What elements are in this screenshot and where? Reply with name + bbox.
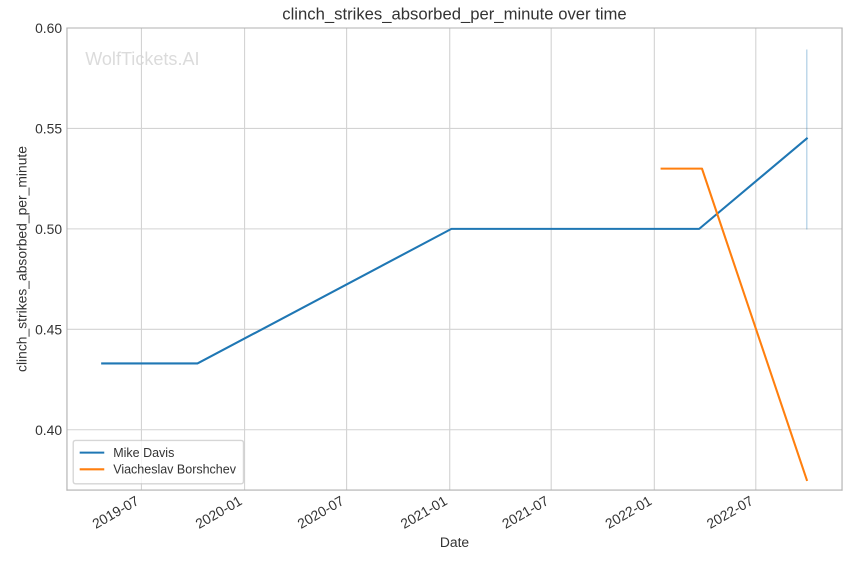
- svg-text:0.55: 0.55: [35, 120, 62, 136]
- svg-text:0.60: 0.60: [35, 20, 62, 36]
- svg-text:Viacheslav Borshchev: Viacheslav Borshchev: [113, 463, 237, 477]
- svg-text:0.45: 0.45: [35, 321, 62, 337]
- svg-text:0.50: 0.50: [35, 221, 62, 237]
- svg-text:Mike Davis: Mike Davis: [113, 446, 174, 460]
- svg-text:Date: Date: [440, 534, 470, 550]
- svg-text:clinch_strikes_absorbed_per_mi: clinch_strikes_absorbed_per_minute: [14, 146, 30, 372]
- svg-text:0.40: 0.40: [35, 422, 62, 438]
- svg-text:WolfTickets.AI: WolfTickets.AI: [85, 49, 199, 69]
- svg-text:clinch_strikes_absorbed_per_mi: clinch_strikes_absorbed_per_minute over …: [282, 5, 626, 24]
